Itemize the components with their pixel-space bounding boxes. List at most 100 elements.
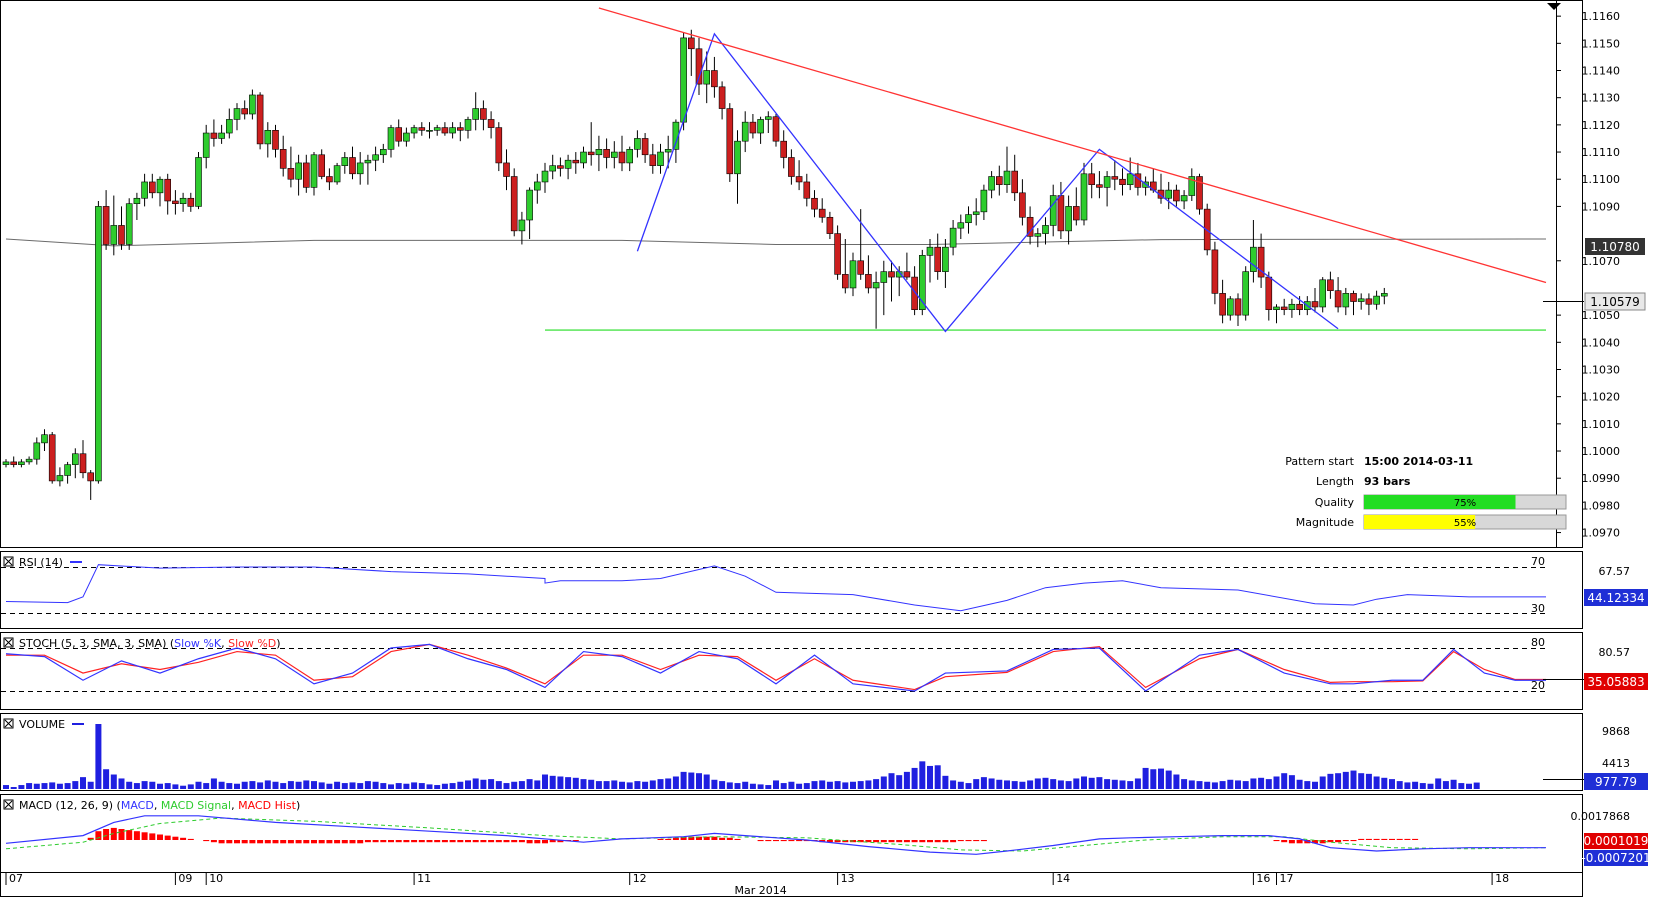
candle-bear-body	[480, 108, 487, 120]
candle-bear-body	[695, 48, 703, 85]
volume-bar	[133, 783, 140, 789]
chart-menu-arrow-icon[interactable]	[1547, 3, 1561, 10]
rsi-panel: RSI (14) 70 30 67.57 44.12334	[1, 555, 1648, 615]
volume-bar	[973, 779, 980, 789]
time-axis-tick-label: 12	[633, 872, 647, 885]
candle	[634, 130, 641, 158]
candle-bull-body	[757, 119, 764, 134]
volume-bar	[1419, 783, 1426, 789]
candle-bull-body	[1273, 306, 1280, 310]
candle	[826, 211, 834, 240]
stoch-close-icon[interactable]	[3, 637, 14, 648]
volume-bar	[1158, 768, 1164, 789]
candle-bear-body	[1327, 279, 1334, 291]
price-panel-frame	[0, 0, 1583, 548]
candle-bull-body	[988, 176, 995, 191]
candle	[133, 192, 141, 220]
volume-bar	[1312, 781, 1318, 789]
volume-value-label-bg	[1584, 773, 1648, 790]
candle	[865, 255, 872, 294]
candle	[449, 122, 456, 139]
candle	[379, 143, 387, 163]
candle	[195, 152, 202, 210]
volume-close-icon[interactable]	[3, 718, 14, 729]
volume-bar	[680, 771, 687, 789]
candle-bear-body	[934, 246, 942, 272]
candle-bull-body	[464, 119, 472, 131]
candle	[988, 171, 995, 199]
candle	[757, 116, 764, 144]
candle	[456, 122, 464, 142]
volume-bar	[803, 783, 810, 789]
candle	[218, 124, 225, 144]
candle-bull-body	[449, 127, 456, 134]
volume-bar	[1381, 777, 1388, 789]
candle	[518, 211, 526, 245]
volume-bar	[457, 781, 464, 789]
candle	[795, 160, 803, 191]
rsi-line	[5, 564, 1546, 612]
candle	[503, 149, 510, 191]
time-axis-month-label: Mar 2014	[734, 884, 786, 897]
macd-hist-bar	[326, 840, 333, 844]
volume-bar	[811, 781, 818, 789]
candle-bull-body	[472, 108, 480, 120]
candle-bear-body	[649, 154, 657, 166]
rsi-close-icon[interactable]	[3, 556, 14, 567]
volume-bar	[1065, 781, 1072, 789]
length-label: Length	[1316, 475, 1354, 488]
candle	[587, 122, 595, 166]
candle-bull-body	[741, 121, 749, 142]
candle-bull-body	[526, 189, 533, 221]
volume-bar	[1396, 781, 1403, 789]
volume-bar	[1427, 783, 1434, 789]
candle	[1273, 304, 1280, 324]
pattern-zigzag-layer	[636, 32, 1339, 333]
macd-hist-bar	[672, 837, 679, 840]
candle-bear-body	[87, 472, 94, 482]
macd-hist-bar	[1319, 840, 1326, 844]
quality-bar-fill	[1364, 495, 1516, 509]
candle	[480, 100, 487, 131]
price-axis-tick-label: 1.1020	[1582, 391, 1621, 404]
candle-bear-body	[1280, 306, 1288, 310]
macd-hist-bar	[957, 840, 964, 842]
candle	[179, 192, 187, 212]
candle	[1165, 181, 1172, 210]
volume-bar	[765, 785, 772, 789]
volume-bar	[87, 781, 94, 789]
candle	[980, 184, 988, 220]
macd-hist-bar	[834, 840, 841, 843]
candle	[1373, 290, 1380, 310]
candle	[788, 149, 795, 185]
time-axis-tick-label: 18	[1495, 872, 1509, 885]
volume-bar	[1119, 780, 1126, 789]
volume-bar	[588, 779, 595, 789]
candle	[626, 146, 634, 172]
volume-bar	[672, 776, 679, 789]
macd-hist-bar	[865, 840, 872, 843]
candle	[33, 437, 41, 465]
candle-bear-body	[903, 271, 911, 278]
candle	[533, 173, 541, 204]
macd-hist-bar	[934, 840, 941, 843]
volume-bar	[1265, 779, 1272, 789]
macd-hist-bar	[457, 840, 464, 843]
macd-hist-bar	[703, 836, 710, 840]
volume-bar	[203, 783, 210, 789]
macd-close-icon[interactable]	[3, 799, 14, 810]
volume-bar	[1019, 781, 1026, 789]
volume-bar	[927, 765, 933, 789]
candle-bull-body	[379, 149, 387, 156]
macd-hist-bar	[518, 840, 525, 843]
candle-bull-body	[72, 453, 79, 465]
candle	[326, 168, 333, 191]
candle	[395, 119, 403, 147]
macd-hist-bar	[557, 840, 564, 843]
macd-hist-bar	[696, 836, 702, 840]
candle	[1173, 184, 1180, 207]
candle	[102, 190, 110, 250]
macd-hist-bar	[880, 840, 887, 843]
macd-hist-bar	[796, 840, 803, 842]
